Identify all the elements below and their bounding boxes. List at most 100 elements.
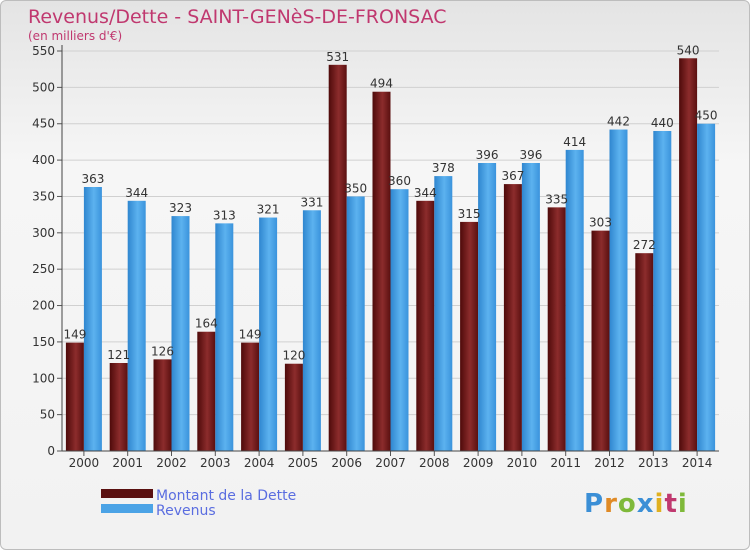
y-tick-label: 500 bbox=[32, 80, 55, 94]
x-tick-label: 2003 bbox=[200, 456, 231, 470]
bar-revenus bbox=[565, 149, 584, 451]
data-label-dette: 344 bbox=[414, 186, 437, 200]
data-label-revenus: 323 bbox=[169, 201, 192, 215]
logo-letter: P bbox=[584, 489, 605, 519]
logo-letter: t bbox=[664, 489, 678, 519]
bar-revenus bbox=[171, 216, 190, 451]
x-tick-label: 2004 bbox=[244, 456, 275, 470]
data-label-revenus: 396 bbox=[476, 148, 499, 162]
bar-revenus bbox=[434, 176, 453, 451]
bar-dette bbox=[460, 221, 479, 451]
y-tick-label: 100 bbox=[32, 371, 55, 385]
data-label-dette: 272 bbox=[633, 238, 656, 252]
bar-dette bbox=[547, 207, 566, 451]
data-label-revenus: 440 bbox=[651, 116, 674, 130]
bar-dette bbox=[65, 342, 84, 451]
proxiti-logo: Proxiti bbox=[584, 489, 688, 519]
data-label-revenus: 313 bbox=[213, 208, 236, 222]
bar-revenus bbox=[697, 123, 716, 452]
data-label-revenus: 450 bbox=[695, 109, 718, 123]
legend-swatch-revenus bbox=[101, 504, 153, 513]
axes bbox=[61, 45, 719, 452]
legend-swatch-dette bbox=[101, 489, 153, 498]
bar-dette bbox=[241, 342, 260, 451]
data-label-dette: 149 bbox=[239, 328, 262, 342]
bar-revenus bbox=[346, 196, 365, 451]
bar-dette bbox=[153, 359, 172, 451]
x-tick-label: 2000 bbox=[69, 456, 100, 470]
y-tick-label: 250 bbox=[32, 262, 55, 276]
x-axis-ticks: 2000 2001 2002 2003 2004 2005 2006 2007 2008 2009… bbox=[69, 451, 713, 470]
x-tick-label: 2005 bbox=[288, 456, 319, 470]
bar-dette bbox=[503, 184, 522, 451]
bar-revenus bbox=[390, 189, 409, 451]
x-tick-label: 2014 bbox=[682, 456, 713, 470]
data-label-dette: 303 bbox=[589, 216, 612, 230]
y-tick-label: 450 bbox=[32, 117, 55, 131]
bar-revenus bbox=[609, 129, 628, 451]
legend-label-revenus: Revenus bbox=[156, 503, 216, 519]
logo-letter: r bbox=[604, 489, 618, 519]
bar-dette bbox=[635, 253, 654, 451]
y-tick-label: 50 bbox=[40, 408, 55, 422]
bar-dette bbox=[679, 58, 698, 451]
y-tick-label: 300 bbox=[32, 226, 55, 240]
bar-revenus bbox=[83, 187, 102, 451]
data-label-dette: 126 bbox=[151, 344, 174, 358]
y-tick-label: 550 bbox=[32, 44, 55, 58]
x-tick-label: 2006 bbox=[331, 456, 362, 470]
y-tick-label: 200 bbox=[32, 299, 55, 313]
data-label-revenus: 350 bbox=[344, 181, 367, 195]
bar-dette bbox=[109, 363, 128, 451]
bar-revenus bbox=[478, 163, 497, 451]
bar-dette bbox=[416, 200, 435, 451]
data-label-revenus: 378 bbox=[432, 161, 455, 175]
bar-revenus bbox=[127, 200, 146, 451]
data-label-revenus: 321 bbox=[257, 203, 280, 217]
x-tick-label: 2007 bbox=[375, 456, 406, 470]
data-label-dette: 315 bbox=[458, 207, 481, 221]
y-tick-label: 0 bbox=[47, 444, 55, 458]
data-label-revenus: 442 bbox=[607, 115, 630, 129]
bar-revenus bbox=[521, 163, 540, 451]
bar-revenus bbox=[302, 210, 321, 451]
data-label-revenus: 363 bbox=[81, 172, 104, 186]
bar-dette bbox=[328, 64, 347, 451]
data-label-dette: 540 bbox=[677, 43, 700, 57]
x-tick-label: 2001 bbox=[112, 456, 143, 470]
data-label-dette: 494 bbox=[370, 77, 393, 91]
logo-letter: x bbox=[636, 489, 655, 519]
logo-letter: i bbox=[677, 489, 688, 519]
chart-title: Revenus/Dette - SAINT-GENèS-DE-FRONSAC bbox=[28, 6, 447, 28]
data-label-dette: 335 bbox=[545, 192, 568, 206]
x-tick-label: 2013 bbox=[638, 456, 669, 470]
y-tick-label: 150 bbox=[32, 335, 55, 349]
bar-dette bbox=[372, 91, 391, 452]
x-tick-label: 2008 bbox=[419, 456, 450, 470]
legend-label-dette: Montant de la Dette bbox=[156, 488, 296, 504]
logo-letter: o bbox=[617, 489, 637, 519]
x-tick-label: 2012 bbox=[594, 456, 625, 470]
data-label-dette: 149 bbox=[63, 328, 86, 342]
bars bbox=[65, 58, 716, 452]
data-label-revenus: 396 bbox=[519, 148, 542, 162]
x-tick-label: 2010 bbox=[507, 456, 538, 470]
y-tick-label: 400 bbox=[32, 153, 55, 167]
data-labels: 149 363 121 344 126 323 164 313 149 321 120 331 531 3… bbox=[63, 43, 717, 362]
bar-dette bbox=[591, 230, 610, 451]
bar-dette bbox=[197, 331, 216, 451]
data-label-revenus: 414 bbox=[563, 135, 586, 149]
x-tick-label: 2009 bbox=[463, 456, 494, 470]
x-tick-label: 2002 bbox=[156, 456, 187, 470]
data-label-revenus: 344 bbox=[125, 186, 148, 200]
bar-revenus bbox=[653, 131, 672, 451]
chart-subtitle: (en milliers d'€) bbox=[28, 29, 123, 43]
data-label-dette: 367 bbox=[501, 169, 524, 183]
data-label-dette: 164 bbox=[195, 317, 218, 331]
bar-revenus bbox=[259, 217, 278, 451]
data-label-dette: 120 bbox=[282, 349, 305, 363]
data-label-revenus: 360 bbox=[388, 174, 411, 188]
data-label-revenus: 331 bbox=[300, 195, 323, 209]
